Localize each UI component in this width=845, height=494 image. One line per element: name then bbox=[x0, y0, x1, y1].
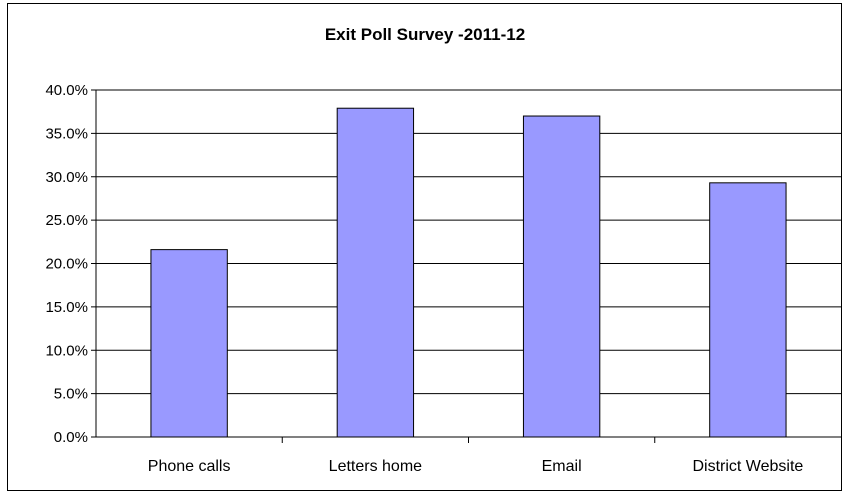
axes bbox=[91, 89, 841, 443]
bars bbox=[150, 107, 787, 438]
y-tick-label: 35.0% bbox=[45, 125, 88, 142]
x-tick-label: Email bbox=[542, 458, 582, 475]
y-tick-label: 40.0% bbox=[45, 82, 88, 99]
x-tick-labels: Phone calls Letters home Email District Web… bbox=[148, 458, 804, 475]
bar-letters-home bbox=[336, 107, 415, 438]
chart-frame bbox=[7, 3, 842, 491]
y-tick-label: 20.0% bbox=[45, 256, 88, 273]
y-tick-label: 25.0% bbox=[45, 212, 88, 229]
x-tick-label: District Website bbox=[692, 458, 803, 475]
y-tick-label: 15.0% bbox=[45, 299, 88, 316]
y-tick-labels: 0.0% 5.0% 10.0% 15.0% 20.0% 25.0% 30.0% 35.0% 40… bbox=[45, 82, 88, 446]
y-tick-label: 0.0% bbox=[54, 429, 88, 446]
y-tick-label: 10.0% bbox=[45, 342, 88, 359]
chart-title: Exit Poll Survey -2011-12 bbox=[325, 25, 525, 44]
x-tick-label: Letters home bbox=[329, 458, 422, 475]
bar-email bbox=[522, 115, 601, 438]
bar-phone-calls bbox=[150, 249, 228, 438]
y-tick-label: 5.0% bbox=[54, 386, 88, 403]
x-tick-label: Phone calls bbox=[148, 458, 231, 475]
y-tick-label: 30.0% bbox=[45, 169, 88, 186]
bar-district-website bbox=[709, 182, 787, 438]
